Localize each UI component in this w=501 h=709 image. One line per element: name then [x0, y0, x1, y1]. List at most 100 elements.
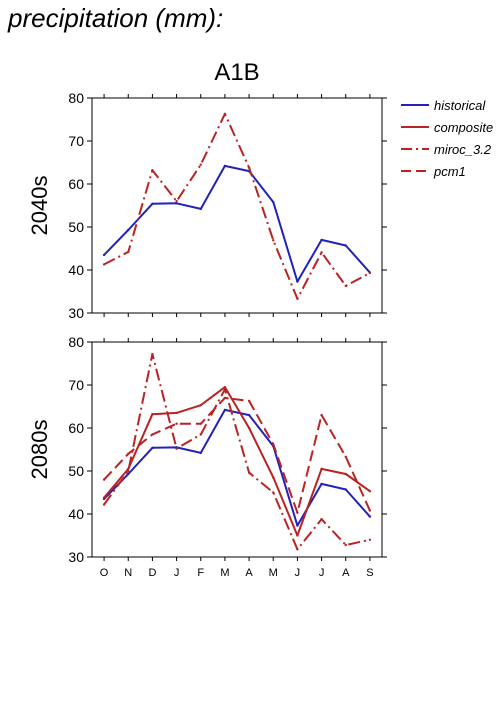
data-point — [344, 284, 347, 288]
data-point — [175, 202, 178, 205]
x-tick-label: J — [174, 567, 180, 579]
series-line-composite — [103, 386, 371, 537]
data-point — [102, 263, 106, 266]
data-point — [247, 426, 251, 430]
x-tick-label: N — [124, 567, 132, 579]
data-point — [127, 250, 130, 254]
y-tick-label: 70 — [68, 133, 84, 149]
data-point — [344, 472, 347, 476]
data-point — [175, 411, 178, 415]
data-point — [272, 476, 275, 479]
y-axis-label: 2040s — [27, 176, 52, 236]
data-point — [199, 451, 202, 455]
data-point — [344, 488, 347, 491]
data-point — [199, 207, 202, 211]
data-point — [223, 385, 227, 389]
y-axis-label: 2080s — [27, 420, 52, 480]
x-tick-label: O — [100, 567, 109, 579]
series-line-historical — [103, 164, 371, 283]
page-title: precipitation (mm): — [8, 3, 224, 33]
data-point — [102, 503, 106, 506]
data-point — [320, 482, 323, 486]
data-point — [296, 297, 299, 301]
data-point — [320, 238, 323, 242]
y-tick-label: 50 — [68, 219, 84, 235]
y-tick-label: 40 — [68, 506, 84, 522]
data-point — [223, 396, 227, 400]
data-point — [151, 202, 154, 205]
x-tick-label: M — [269, 567, 278, 579]
y-tick-label: 50 — [68, 463, 84, 479]
data-point — [344, 455, 347, 459]
data-point — [368, 509, 372, 512]
x-tick-label: F — [197, 567, 204, 579]
data-point — [175, 200, 178, 203]
data-point — [247, 471, 251, 474]
series-line-historical — [103, 408, 371, 527]
y-tick-label: 60 — [68, 176, 84, 192]
y-tick-label: 80 — [68, 334, 84, 350]
series-line-miroc_3.2 — [103, 353, 371, 551]
series-line-miroc_3.2 — [103, 112, 371, 300]
x-tick-label: A — [342, 567, 350, 579]
x-tick-label: A — [245, 567, 253, 579]
data-point — [320, 251, 323, 254]
data-point — [223, 112, 227, 116]
data-point — [199, 163, 202, 166]
y-tick-label: 60 — [68, 420, 84, 436]
data-point — [272, 200, 275, 204]
x-tick-label: M — [220, 567, 229, 579]
panel-2080s: 30 40 50 60 70 80 O N D J F M A M J J A S 2080s — [27, 334, 387, 579]
legend-label: miroc_3.2 — [434, 142, 492, 157]
series-line-pcm1 — [103, 396, 371, 514]
data-point — [199, 404, 202, 407]
y-tick-label: 80 — [68, 90, 84, 106]
panel-2040s: 30 40 50 60 70 80 2040s — [27, 90, 387, 321]
legend-label: historical — [434, 98, 486, 113]
legend-label: composite — [434, 120, 493, 135]
data-point — [127, 469, 130, 473]
x-tick-label: D — [148, 567, 156, 579]
x-tick-label: J — [319, 567, 325, 579]
data-point — [175, 447, 178, 450]
data-point — [151, 169, 154, 172]
y-tick-label: 70 — [68, 377, 84, 393]
y-tick-label: 40 — [68, 262, 84, 278]
data-point — [296, 524, 299, 527]
data-point — [368, 271, 372, 275]
data-point — [102, 478, 106, 481]
legend: historical composite miroc_3.2 pcm1 — [401, 98, 493, 179]
x-tick-label: J — [295, 567, 301, 579]
data-point — [272, 443, 275, 446]
y-tick-label: 30 — [68, 549, 84, 565]
data-point — [127, 452, 130, 455]
y-tick-label: 30 — [68, 305, 84, 321]
data-point — [272, 491, 275, 494]
data-point — [199, 422, 202, 425]
data-point — [102, 496, 106, 499]
data-point — [272, 239, 275, 242]
data-point — [247, 166, 251, 169]
data-point — [175, 422, 178, 425]
data-point — [296, 534, 299, 537]
data-point — [296, 548, 299, 551]
data-point — [102, 253, 106, 257]
data-point — [127, 228, 130, 232]
data-point — [247, 399, 251, 403]
data-point — [368, 538, 372, 541]
data-point — [368, 490, 372, 493]
data-point — [320, 413, 323, 417]
x-tick-label: S — [366, 567, 373, 579]
data-point — [296, 511, 299, 514]
data-point — [320, 517, 323, 521]
data-point — [247, 413, 251, 417]
data-point — [320, 467, 323, 471]
data-point — [223, 388, 227, 391]
plot-frame — [91, 97, 383, 314]
data-point — [296, 280, 299, 283]
data-point — [199, 433, 202, 436]
data-point — [368, 515, 372, 518]
data-point — [223, 408, 227, 412]
plot-frame — [91, 341, 383, 558]
